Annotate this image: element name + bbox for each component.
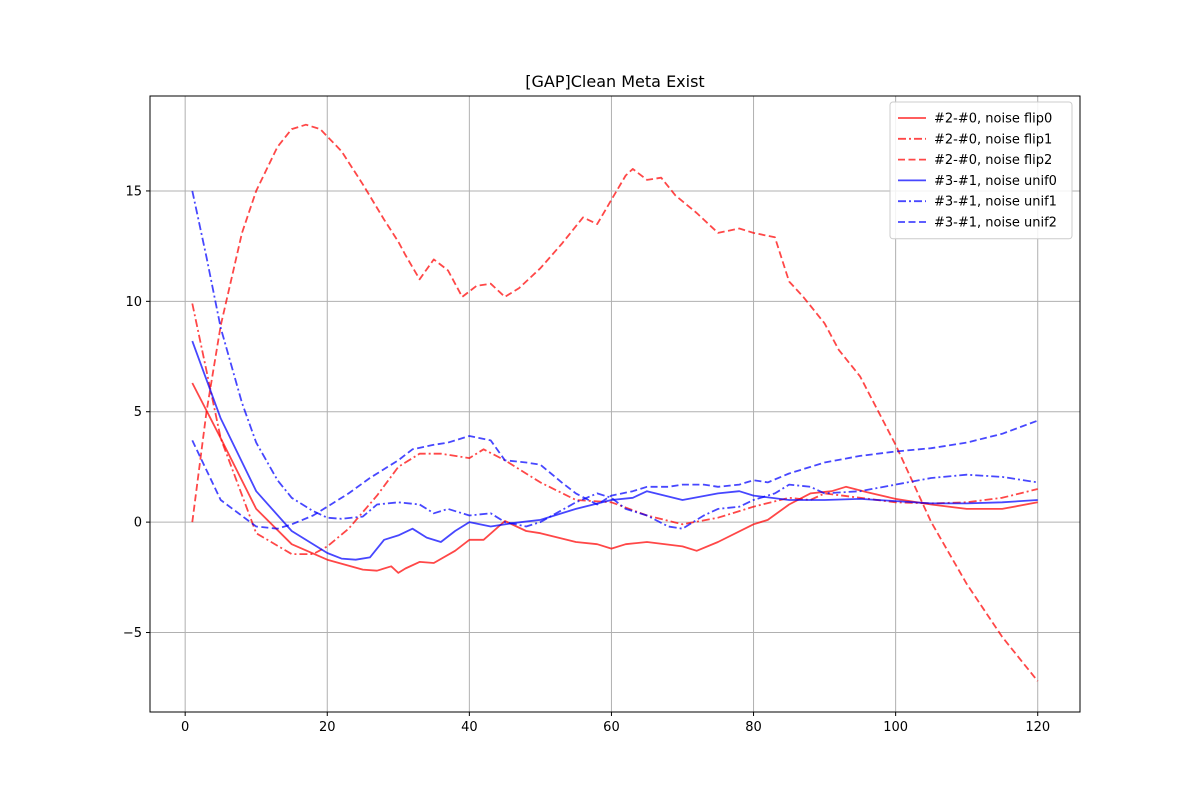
legend-label: #2-#0, noise flip0 — [934, 112, 1052, 127]
legend-label: #2-#0, noise flip1 — [934, 132, 1052, 147]
series-line-5 — [191, 190, 1038, 530]
y-tick-label: 5 — [134, 405, 142, 420]
legend-label: #3-#1, noise unif0 — [934, 174, 1057, 189]
legend-label: #3-#1, noise unif1 — [934, 195, 1057, 210]
x-tick-label: 0 — [181, 720, 189, 735]
series-line-2 — [191, 303, 1038, 555]
y-tick-label: 10 — [125, 295, 142, 310]
series-layer — [191, 123, 1039, 682]
series-line-1 — [191, 382, 1038, 574]
legend-box — [889, 101, 1073, 240]
axis-ticks: 0 20 40 60 80 100 120 −5 0 5 10 15 — [123, 184, 1050, 735]
x-tick-label: 60 — [603, 720, 620, 735]
legend-label: #3-#1, noise unif2 — [934, 216, 1057, 231]
legend-label: #2-#0, noise flip2 — [934, 153, 1052, 168]
legend: #2-#0, noise flip0 #2-#0, noise flip1 #2-#… — [889, 101, 1073, 240]
chart-title: [GAP]Clean Meta Exist — [525, 72, 704, 91]
axes-frame — [149, 95, 1081, 713]
x-tick-label: 20 — [319, 720, 336, 735]
x-tick-label: 120 — [1025, 720, 1050, 735]
x-tick-label: 100 — [883, 720, 908, 735]
y-tick-label: 0 — [134, 516, 142, 531]
y-tick-label: 15 — [125, 184, 142, 199]
series-line-3 — [191, 123, 1039, 682]
series-line-6 — [191, 419, 1039, 530]
x-tick-label: 40 — [461, 720, 478, 735]
series-line-4 — [191, 340, 1038, 561]
y-tick-label: −5 — [123, 626, 142, 641]
grid-lines — [150, 96, 1080, 712]
x-tick-label: 80 — [745, 720, 762, 735]
